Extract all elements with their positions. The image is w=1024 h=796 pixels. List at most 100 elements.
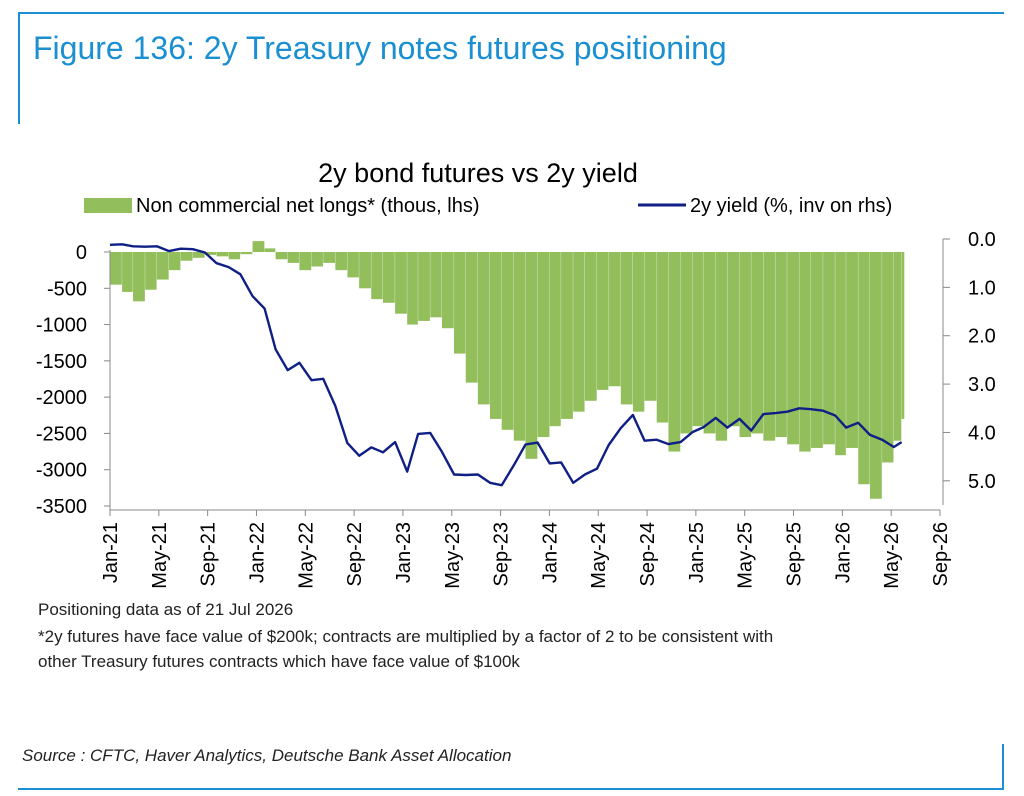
futures-bar — [156, 252, 169, 280]
futures-bar — [537, 252, 550, 438]
left-tick-label: -1000 — [36, 315, 87, 337]
futures-bar — [727, 252, 740, 427]
futures-bar — [264, 248, 276, 252]
futures-bar — [335, 252, 348, 271]
futures-bar — [680, 252, 693, 434]
futures-bar — [584, 252, 597, 401]
futures-bar — [739, 252, 751, 438]
futures-bar — [287, 252, 300, 263]
futures-bar — [858, 252, 870, 485]
futures-bar — [441, 252, 454, 329]
chart-title: 2y bond futures vs 2y yield — [318, 158, 638, 188]
footnote-line-1: *2y futures have face value of $200k; co… — [38, 627, 774, 646]
left-tick-label: -1500 — [36, 351, 87, 373]
futures-bar — [192, 252, 205, 258]
yield-line — [109, 243, 903, 487]
figure-title: Figure 136: 2y Treasury notes futures po… — [33, 30, 727, 66]
frame-left-rule — [18, 12, 20, 124]
futures-bar — [644, 252, 657, 401]
futures-bar — [359, 252, 371, 289]
futures-bar — [549, 252, 561, 427]
futures-bar — [430, 252, 442, 318]
futures-bar — [323, 252, 336, 263]
futures-bar — [347, 252, 359, 278]
futures-bar — [775, 252, 787, 438]
futures-bar — [395, 252, 407, 314]
futures-bar — [252, 241, 265, 252]
x-tick-label: Sep-26 — [930, 522, 952, 587]
futures-bar — [573, 252, 585, 412]
futures-bar — [703, 252, 716, 434]
futures-bar — [275, 252, 288, 260]
futures-bar — [835, 252, 846, 456]
futures-bar — [846, 252, 858, 448]
x-tick-label: May-21 — [149, 522, 171, 589]
x-tick-label: Jan-21 — [100, 522, 122, 583]
futures-bar — [893, 252, 902, 441]
right-tick-label: 5.0 — [968, 471, 996, 493]
futures-bar — [715, 252, 728, 441]
legend-bar-label: Non commercial net longs* (thous, lhs) — [136, 195, 479, 217]
futures-bar — [608, 252, 621, 387]
futures-bar — [145, 252, 157, 290]
right-tick-label: 2.0 — [968, 326, 996, 348]
right-tick-label: 3.0 — [968, 374, 996, 396]
left-tick-label: -500 — [47, 278, 87, 300]
futures-bar — [382, 252, 395, 303]
futures-bar — [465, 252, 478, 383]
x-tick-label: Sep-23 — [491, 522, 513, 587]
futures-bar — [180, 252, 193, 261]
futures-bar — [668, 252, 681, 452]
x-tick-label: Jan-25 — [686, 522, 708, 583]
x-tick-label: Jan-23 — [393, 522, 415, 583]
x-tick-label: May-24 — [588, 522, 610, 589]
futures-bar — [823, 252, 835, 445]
x-tick-label: Sep-22 — [344, 522, 366, 587]
futures-bar — [763, 252, 776, 441]
futures-bar — [371, 252, 383, 300]
futures-bar — [869, 252, 882, 499]
futures-bar — [418, 252, 430, 321]
futures-bar — [632, 252, 645, 412]
futures-bar — [216, 252, 229, 257]
left-tick-label: -3500 — [36, 496, 87, 518]
legend-bar-swatch — [84, 198, 132, 213]
positioning-note: Positioning data as of 21 Jul 2026 — [38, 600, 294, 619]
futures-bar — [901, 252, 905, 419]
futures-bar — [656, 252, 669, 423]
futures-bar — [692, 252, 704, 427]
futures-bar — [477, 252, 490, 405]
futures-bar — [787, 252, 799, 445]
x-tick-label: May-22 — [295, 522, 317, 589]
frame-right-rule — [1002, 744, 1004, 790]
left-tick-label: 0 — [76, 242, 87, 264]
futures-bar — [525, 252, 538, 459]
x-tick-label: May-25 — [735, 522, 757, 589]
futures-bar — [501, 252, 514, 430]
futures-bar — [311, 252, 323, 267]
x-tick-label: Sep-24 — [637, 522, 659, 587]
x-tick-label: May-26 — [881, 522, 903, 589]
futures-bar — [407, 252, 418, 325]
footnote-line-2: other Treasury futures contracts which h… — [38, 652, 520, 671]
futures-bar — [620, 252, 633, 405]
futures-bar — [751, 252, 764, 434]
futures-bar — [561, 252, 573, 419]
x-tick-label: Jan-26 — [832, 522, 854, 583]
x-tick-label: Jan-24 — [539, 522, 561, 583]
futures-bar — [240, 252, 253, 255]
legend-line-label: 2y yield (%, inv on rhs) — [690, 195, 892, 217]
frame-top-rule — [18, 12, 1004, 14]
futures-bar — [204, 252, 217, 255]
futures-bar — [454, 252, 466, 354]
left-tick-label: -2500 — [36, 423, 87, 445]
right-tick-label: 1.0 — [968, 277, 996, 299]
futures-bar — [489, 252, 502, 419]
futures-bar — [168, 252, 181, 271]
left-tick-label: -3000 — [36, 460, 87, 482]
x-tick-label: Sep-25 — [784, 522, 806, 587]
futures-bar — [110, 252, 122, 285]
right-tick-label: 0.0 — [968, 229, 996, 251]
left-tick-label: -2000 — [36, 387, 87, 409]
